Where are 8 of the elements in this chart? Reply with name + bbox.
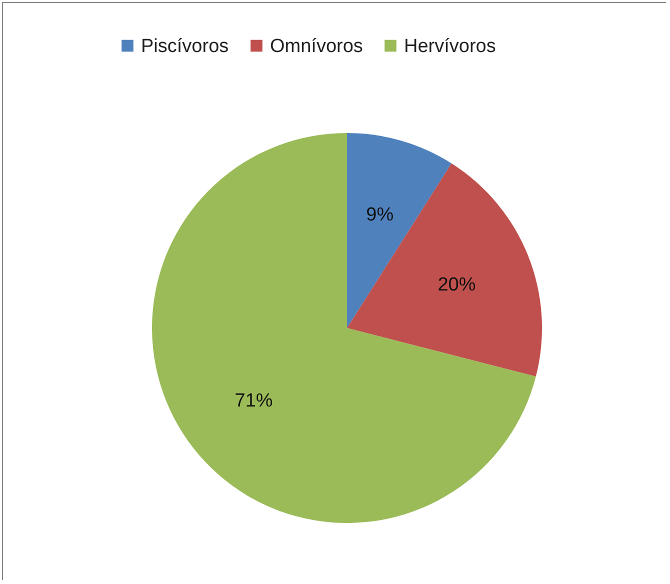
legend-label: Hervívoros xyxy=(404,36,496,57)
pie-slice xyxy=(152,133,536,523)
data-label: 71% xyxy=(234,390,273,412)
data-label: 20% xyxy=(438,274,476,296)
data-label: 9% xyxy=(366,204,394,226)
legend-label: Piscívoros xyxy=(141,36,229,57)
legend-label: Omnívoros xyxy=(270,36,363,57)
pie-slice xyxy=(347,163,542,376)
